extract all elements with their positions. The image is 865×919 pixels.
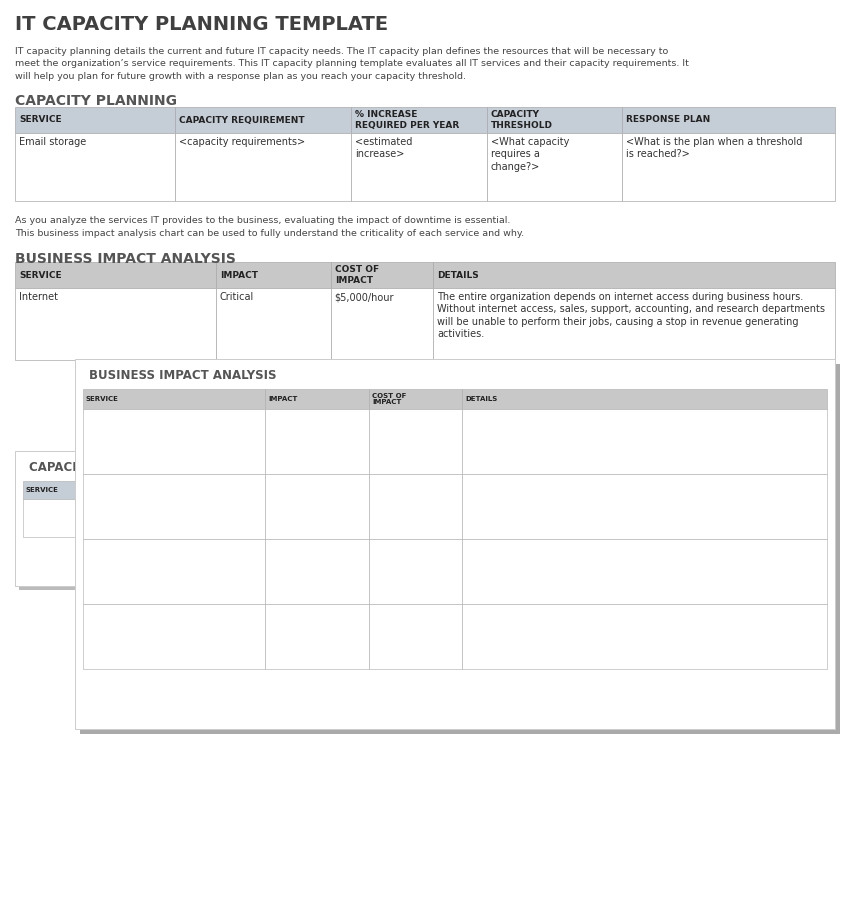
Text: CAPACITY REQUIREMENT: CAPACITY REQUIREMENT — [179, 116, 304, 124]
Bar — [266, 474, 369, 539]
Text: Critical: Critical — [220, 292, 254, 302]
Bar — [351, 133, 486, 201]
Bar — [463, 539, 827, 604]
Bar — [216, 262, 330, 288]
Bar — [433, 262, 835, 288]
Bar — [322, 481, 442, 499]
Bar — [622, 133, 835, 201]
Bar — [486, 107, 622, 133]
Bar — [442, 481, 562, 499]
Bar — [15, 107, 175, 133]
Text: SERVICE: SERVICE — [86, 396, 119, 402]
Text: DETAILS: DETAILS — [465, 396, 497, 402]
Text: SERVICE: SERVICE — [26, 487, 59, 493]
Bar — [15, 288, 216, 360]
Bar — [463, 604, 827, 669]
Text: % INCREASE
REQUIRED PER YEAR: % INCREASE REQUIRED PER YEAR — [356, 110, 459, 130]
Text: SERVICE: SERVICE — [19, 116, 61, 124]
Bar — [463, 389, 827, 409]
Bar — [83, 409, 266, 474]
Text: This business impact analysis chart can be used to fully understand the critical: This business impact analysis chart can … — [15, 229, 524, 238]
Bar — [175, 133, 351, 201]
Text: RESPONSE PLAN: RESPONSE PLAN — [566, 487, 631, 493]
Text: $5,000/hour: $5,000/hour — [335, 292, 394, 302]
Bar — [622, 107, 835, 133]
Text: CAPACITY PLANNING: CAPACITY PLANNING — [29, 461, 167, 474]
Bar — [369, 409, 463, 474]
Bar — [216, 288, 330, 360]
Bar — [165, 499, 322, 537]
Text: <What is the plan when a threshold
is reached?>: <What is the plan when a threshold is re… — [625, 137, 802, 159]
Bar — [175, 107, 351, 133]
Bar — [165, 481, 322, 499]
Text: IT capacity planning details the current and future IT capacity needs. The IT ca: IT capacity planning details the current… — [15, 47, 689, 81]
Bar — [322, 499, 442, 537]
Text: Email storage: Email storage — [19, 137, 87, 147]
Bar — [266, 389, 369, 409]
Bar — [442, 499, 562, 537]
Bar — [23, 499, 165, 537]
Bar — [83, 474, 266, 539]
Bar — [266, 604, 369, 669]
Bar — [83, 389, 266, 409]
Text: CAPACITY PLANNING: CAPACITY PLANNING — [15, 94, 177, 108]
Text: CAPACITY
THRESHOLD: CAPACITY THRESHOLD — [490, 110, 553, 130]
Bar — [369, 539, 463, 604]
Text: BUSINESS IMPACT ANALYSIS: BUSINESS IMPACT ANALYSIS — [89, 369, 277, 382]
Bar — [83, 539, 266, 604]
Bar — [463, 474, 827, 539]
Bar — [433, 288, 835, 360]
Bar — [562, 481, 752, 499]
Bar — [369, 389, 463, 409]
Bar — [19, 455, 764, 590]
Bar — [562, 499, 752, 537]
Text: The entire organization depends on internet access during business hours.
Withou: The entire organization depends on inter… — [437, 292, 825, 339]
Text: COST OF
IMPACT: COST OF IMPACT — [335, 266, 379, 285]
Text: BUSINESS IMPACT ANALYSIS: BUSINESS IMPACT ANALYSIS — [15, 252, 236, 266]
Bar — [75, 359, 835, 729]
Text: <estimated
increase>: <estimated increase> — [356, 137, 413, 159]
Text: <What capacity
requires a
change?>: <What capacity requires a change?> — [490, 137, 569, 172]
Text: IMPACT: IMPACT — [268, 396, 298, 402]
Bar — [15, 451, 760, 586]
Text: SERVICE: SERVICE — [19, 270, 61, 279]
Text: DETAILS: DETAILS — [437, 270, 479, 279]
Bar — [266, 539, 369, 604]
Bar — [486, 133, 622, 201]
Text: CAPACITY
THRESHOLD: CAPACITY THRESHOLD — [445, 483, 493, 496]
Text: Internet: Internet — [19, 292, 58, 302]
Bar — [369, 604, 463, 669]
Text: As you analyze the services IT provides to the business, evaluating the impact o: As you analyze the services IT provides … — [15, 216, 510, 225]
Text: COST OF
IMPACT: COST OF IMPACT — [373, 392, 407, 405]
Bar — [80, 364, 840, 734]
Text: <capacity requirements>: <capacity requirements> — [179, 137, 305, 147]
Text: IT CAPACITY PLANNING TEMPLATE: IT CAPACITY PLANNING TEMPLATE — [15, 15, 388, 34]
Bar — [369, 474, 463, 539]
Bar — [83, 604, 266, 669]
Bar — [330, 288, 433, 360]
Text: CAPACITY REQUIREMENT: CAPACITY REQUIREMENT — [168, 487, 266, 493]
Bar — [15, 262, 216, 288]
Bar — [23, 481, 165, 499]
Text: RESPONSE PLAN: RESPONSE PLAN — [625, 116, 710, 124]
Text: IMPACT: IMPACT — [220, 270, 258, 279]
Bar — [330, 262, 433, 288]
Bar — [266, 409, 369, 474]
Bar — [351, 107, 486, 133]
Text: % INCREASE
REQUIRED PER YEAR: % INCREASE REQUIRED PER YEAR — [325, 483, 406, 496]
Bar — [463, 409, 827, 474]
Bar — [15, 133, 175, 201]
